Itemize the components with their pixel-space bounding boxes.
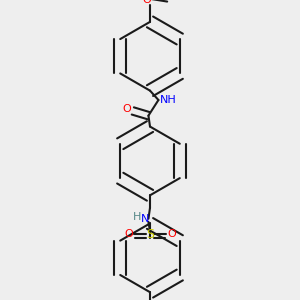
- Text: N: N: [141, 214, 149, 224]
- Text: S: S: [146, 228, 154, 241]
- Text: O: O: [142, 0, 151, 5]
- Text: H: H: [133, 212, 142, 222]
- Text: NH: NH: [159, 95, 176, 105]
- Text: O: O: [124, 230, 133, 239]
- Text: O: O: [123, 104, 132, 114]
- Text: O: O: [167, 230, 176, 239]
